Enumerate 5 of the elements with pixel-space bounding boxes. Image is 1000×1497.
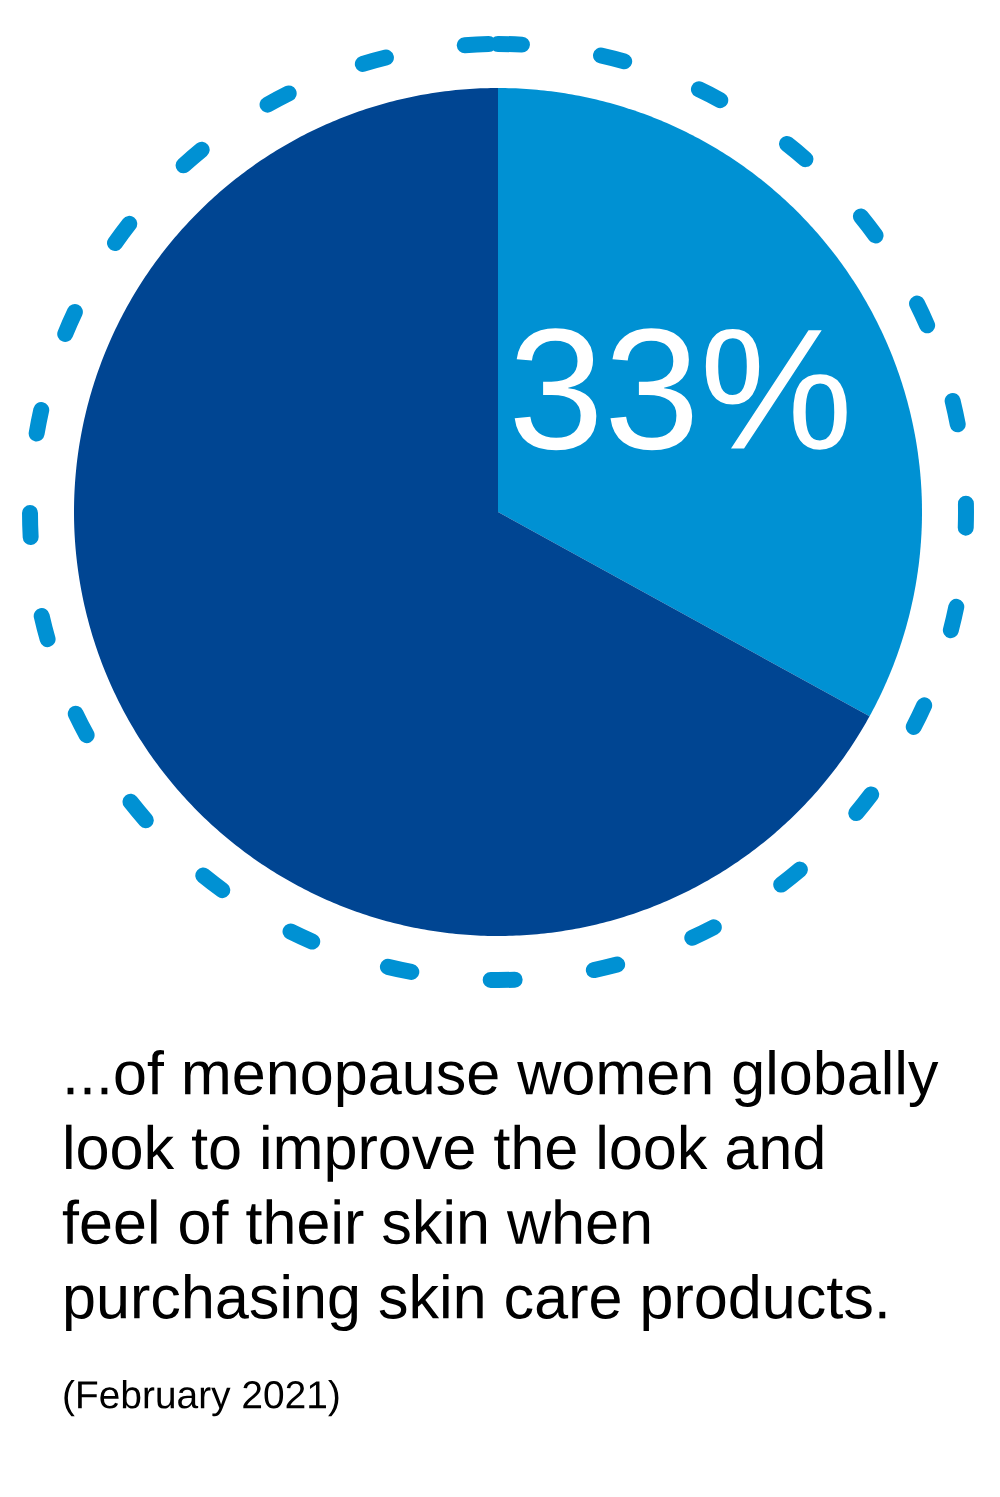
- pie-slice: [74, 88, 870, 936]
- text: (February 2021): [64, 1380, 339, 1417]
- text: ...of menopause women globally look to improve the look and feel of their skin when purchasing skin care products.: [62, 1050, 939, 1332]
- pie-slice: [498, 88, 922, 717]
- data-label: 33%: [514, 328, 847, 451]
